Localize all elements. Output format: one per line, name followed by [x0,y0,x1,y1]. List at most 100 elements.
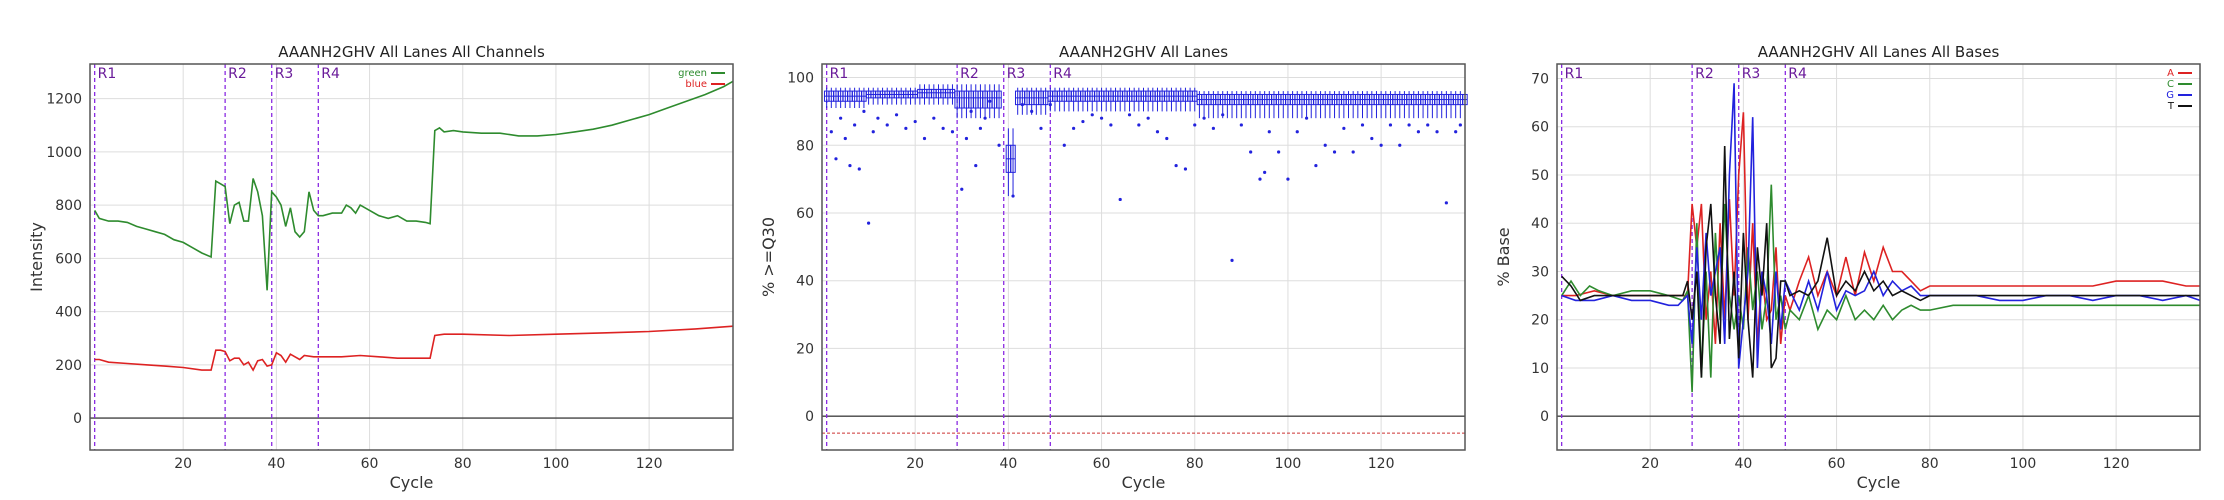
y-tick-label: 20 [1531,313,1549,329]
x-tick-label: 20 [906,456,924,472]
x-axis-label: Cycle [1122,473,1166,492]
outlier-point [1221,113,1225,117]
series-line-blue [94,325,734,372]
outlier-point [1081,119,1085,124]
x-tick-label: 80 [1186,456,1204,472]
outlier-point [1454,130,1458,134]
y-axis-label: Intensity [27,222,46,292]
outlier-point [960,187,964,191]
outlier-point [1118,197,1122,202]
series-line-T [1561,145,2200,378]
outlier-point [1072,126,1076,130]
outlier-point [1165,136,1169,141]
outlier-point [1230,258,1234,262]
outlier-point [913,119,917,124]
read-marker-label: R2 [1695,66,1714,82]
series-line-A [1561,112,2200,344]
y-axis-label: % >=Q30 [759,217,778,297]
outlier-point [904,126,908,130]
y-axis-label: % Base [1494,227,1513,286]
y-tick-label: 1200 [46,92,82,108]
box-body [996,90,1002,109]
x-tick-label: 100 [1275,456,1302,472]
outlier-point [1011,194,1015,198]
outlier-point [1323,143,1327,147]
outlier-point [866,221,871,225]
legend-label: A [2167,68,2174,79]
read-marker-label: R4 [321,66,340,82]
y-tick-label: 600 [55,251,82,267]
plot-frame [89,63,734,451]
y-tick-label: 0 [73,411,82,427]
outlier-point [1099,116,1104,120]
outlier-point [1267,130,1271,134]
outlier-point [1295,130,1299,134]
x-tick-label: 60 [1828,456,1846,472]
outlier-point [964,136,969,141]
y-tick-label: 1000 [46,145,82,161]
x-tick-label: 100 [543,456,570,472]
read-marker-label: R4 [1788,66,1807,82]
read-marker-label: R1 [98,66,117,82]
y-tick-label: 200 [55,358,82,374]
outlier-point [1020,103,1024,107]
x-tick-label: 120 [1368,456,1395,472]
legend-label: C [2167,79,2174,90]
y-tick-label: 20 [796,341,814,357]
y-tick-label: 0 [805,409,814,425]
plot-frame [821,63,1466,451]
read-marker-label: R3 [1007,66,1026,82]
y-tick-label: 0 [1540,409,1549,425]
x-axis-label: Cycle [390,473,434,492]
x-tick-label: 120 [636,456,663,472]
y-tick-label: 60 [1531,120,1549,136]
x-tick-label: 60 [361,456,379,472]
outlier-point [1146,116,1150,120]
outlier-point [1249,150,1253,154]
outlier-point [1030,109,1034,114]
outlier-point [1314,163,1318,168]
outlier-point [1048,103,1052,107]
outlier-point [988,99,992,103]
outlier-point [1435,130,1439,134]
x-tick-label: 40 [267,456,285,472]
read-marker-label: R2 [960,66,979,82]
outlier-point [1388,123,1393,127]
outlier-point [1211,126,1215,130]
outlier-point [1062,143,1066,147]
outlier-point [969,109,973,114]
outlier-point [853,123,857,127]
y-tick-label: 60 [796,206,814,222]
outlier-point [1127,113,1132,117]
outlier-point [834,157,838,161]
outlier-point [1202,116,1206,120]
outlier-point [983,116,987,120]
series-line-green [94,80,734,291]
outlier-point [1426,123,1430,127]
outlier-point [1183,167,1188,171]
read-marker-label: R4 [1053,66,1072,82]
read-marker-label: R2 [228,66,247,82]
x-tick-label: 60 [1093,456,1111,472]
y-tick-label: 100 [787,71,814,87]
outlier-point [885,123,889,127]
outlier-point [1155,130,1160,134]
y-tick-label: 400 [55,305,82,321]
plot-frame [1556,63,2201,451]
y-tick-label: 40 [796,274,814,290]
x-tick-label: 40 [1734,456,1752,472]
chart-title: AAANH2GHV All Lanes [1059,43,1228,61]
x-axis-label: Cycle [1857,473,1901,492]
outlier-point [1174,163,1178,168]
x-tick-label: 80 [1921,456,1939,472]
y-tick-label: 40 [1531,216,1549,232]
outlier-point [857,167,861,171]
outlier-point [876,116,880,120]
x-tick-label: 80 [454,456,472,472]
x-tick-label: 40 [999,456,1017,472]
outlier-point [997,143,1001,147]
outlier-point [1090,113,1094,117]
legend-label: G [2166,90,2174,101]
x-tick-label: 20 [174,456,192,472]
